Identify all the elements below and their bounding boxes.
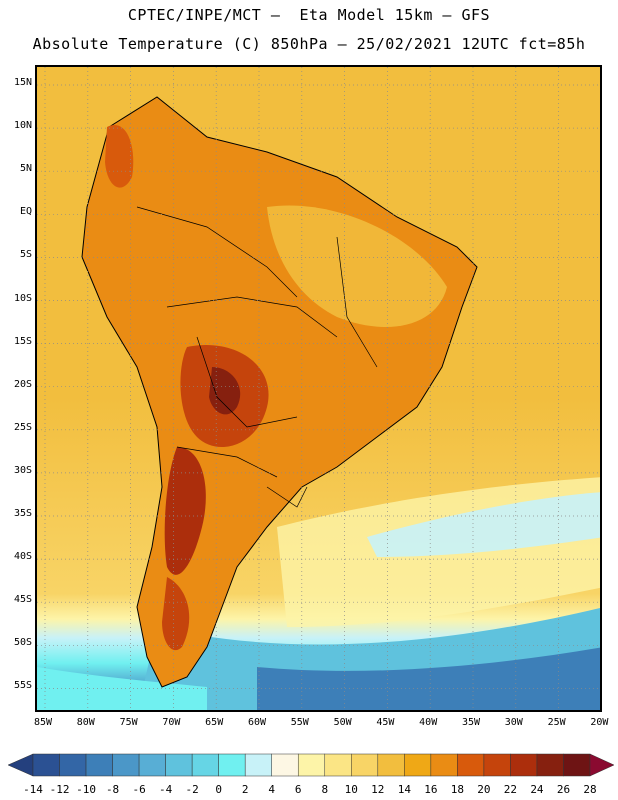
colorbar-swatch <box>218 753 246 777</box>
lat-label: 15S <box>13 335 32 347</box>
lat-label: 35S <box>13 508 32 519</box>
colorbar-swatch <box>510 753 538 777</box>
colorbar <box>7 753 615 777</box>
hottest-core <box>209 367 241 415</box>
country-borders <box>136 206 378 508</box>
colorbar-tick-label: 24 <box>530 783 544 796</box>
cold-patch <box>367 492 600 557</box>
lat-label: 10S <box>13 292 32 304</box>
colorbar-swatch <box>536 753 564 777</box>
colorbar-swatch <box>32 753 60 777</box>
colorbar-tick-label: 16 <box>424 783 438 796</box>
map-title-line-1: CPTEC/INPE/MCT – Eta Model 15km – GFS <box>127 6 491 24</box>
mild-amazon <box>267 205 447 327</box>
hot-core-patagonia <box>162 577 190 651</box>
lon-label: 30W <box>504 717 523 728</box>
colorbar-arrow-low <box>7 753 34 777</box>
graticule <box>37 67 600 710</box>
lon-label: 35W <box>461 717 481 728</box>
colorbar-tick-label: 18 <box>450 783 464 796</box>
lon-label: 85W <box>33 717 53 728</box>
lon-label: 40W <box>419 717 438 728</box>
colorbar-swatch <box>430 753 458 777</box>
colorbar-tick-label: -12 <box>49 783 70 796</box>
colorbar-tick-label: -8 <box>105 783 120 796</box>
southwest-cold <box>37 667 207 710</box>
colorbar-swatch <box>85 753 113 777</box>
colorbar-tick-label: 2 <box>241 783 249 796</box>
colorbar-tick-label: 20 <box>477 783 491 796</box>
colorbar-swatch <box>244 753 272 777</box>
colorbar-tick-label: -10 <box>76 783 96 796</box>
lat-label: 45S <box>13 594 32 606</box>
colorbar-swatch <box>483 753 511 777</box>
colorbar-swatch <box>351 753 379 777</box>
colorbar-swatch <box>297 753 326 777</box>
colorbar-tick-label: 26 <box>556 783 571 796</box>
lat-label: 50S <box>13 637 32 649</box>
lon-label: 75W <box>119 717 138 728</box>
lon-label: 55W <box>290 717 309 728</box>
lon-label: 80W <box>76 717 95 728</box>
colorbar-swatch <box>404 753 432 777</box>
lon-label: 60W <box>247 717 267 728</box>
lat-label: 10N <box>13 120 32 132</box>
lon-label: 20W <box>590 717 609 728</box>
colorbar-swatch <box>377 753 405 777</box>
colorbar-arrow-high <box>589 753 615 777</box>
map-title-line-2: Absolute Temperature (C) 850hPa – 25/02/… <box>32 35 586 53</box>
colorbar-swatch <box>271 753 299 777</box>
colorbar-tick-label: 28 <box>583 783 597 796</box>
colorbar-swatch <box>138 753 166 777</box>
lon-label: 65W <box>205 717 224 728</box>
colorbar-tick-label: 14 <box>397 783 411 796</box>
colorbar-swatch <box>191 753 219 777</box>
colorbar-tick-label: 0 <box>215 783 222 796</box>
lat-label: 15N <box>13 77 32 88</box>
lon-label: 50W <box>333 717 352 728</box>
colorbar-swatch <box>59 753 87 777</box>
colorbar-tick-label: -6 <box>132 783 146 796</box>
lat-label: 25S <box>13 421 32 433</box>
colorbar-tick-label: 10 <box>344 783 358 796</box>
temperature-map <box>35 65 602 712</box>
lat-label: 30S <box>13 464 32 476</box>
lat-label: 40S <box>13 551 32 563</box>
lat-label: 55S <box>13 680 32 692</box>
colorbar-tick-label: 22 <box>503 783 518 796</box>
lat-label: EQ <box>19 206 32 218</box>
colorbar-tick-label: 12 <box>371 783 385 796</box>
lon-label: 70W <box>162 717 181 728</box>
colorbar-tick-label: -4 <box>158 783 173 796</box>
colorbar-swatch <box>324 753 352 777</box>
colorbar-swatch <box>165 753 193 777</box>
colorbar-tick-label: -2 <box>185 783 199 796</box>
lat-label: 20S <box>13 378 32 390</box>
lat-label: 5S <box>19 249 32 261</box>
colorbar-tick-label: 4 <box>268 783 276 796</box>
lat-label: 5N <box>19 163 32 175</box>
colorbar-swatch <box>112 753 140 777</box>
hot-core-andes <box>164 447 206 575</box>
colorbar-tick-label: -14 <box>23 783 43 796</box>
colorbar-tick-label: 6 <box>294 783 302 796</box>
coldest-south-ocean <box>257 647 600 710</box>
lon-label: 45W <box>376 717 395 728</box>
colorbar-swatch <box>563 753 591 777</box>
colorbar-tick-label: 8 <box>321 783 329 796</box>
temperature-field <box>37 67 600 710</box>
hot-core-colombia <box>105 125 134 188</box>
colorbar-swatch <box>457 753 485 777</box>
lon-label: 25W <box>547 717 566 728</box>
